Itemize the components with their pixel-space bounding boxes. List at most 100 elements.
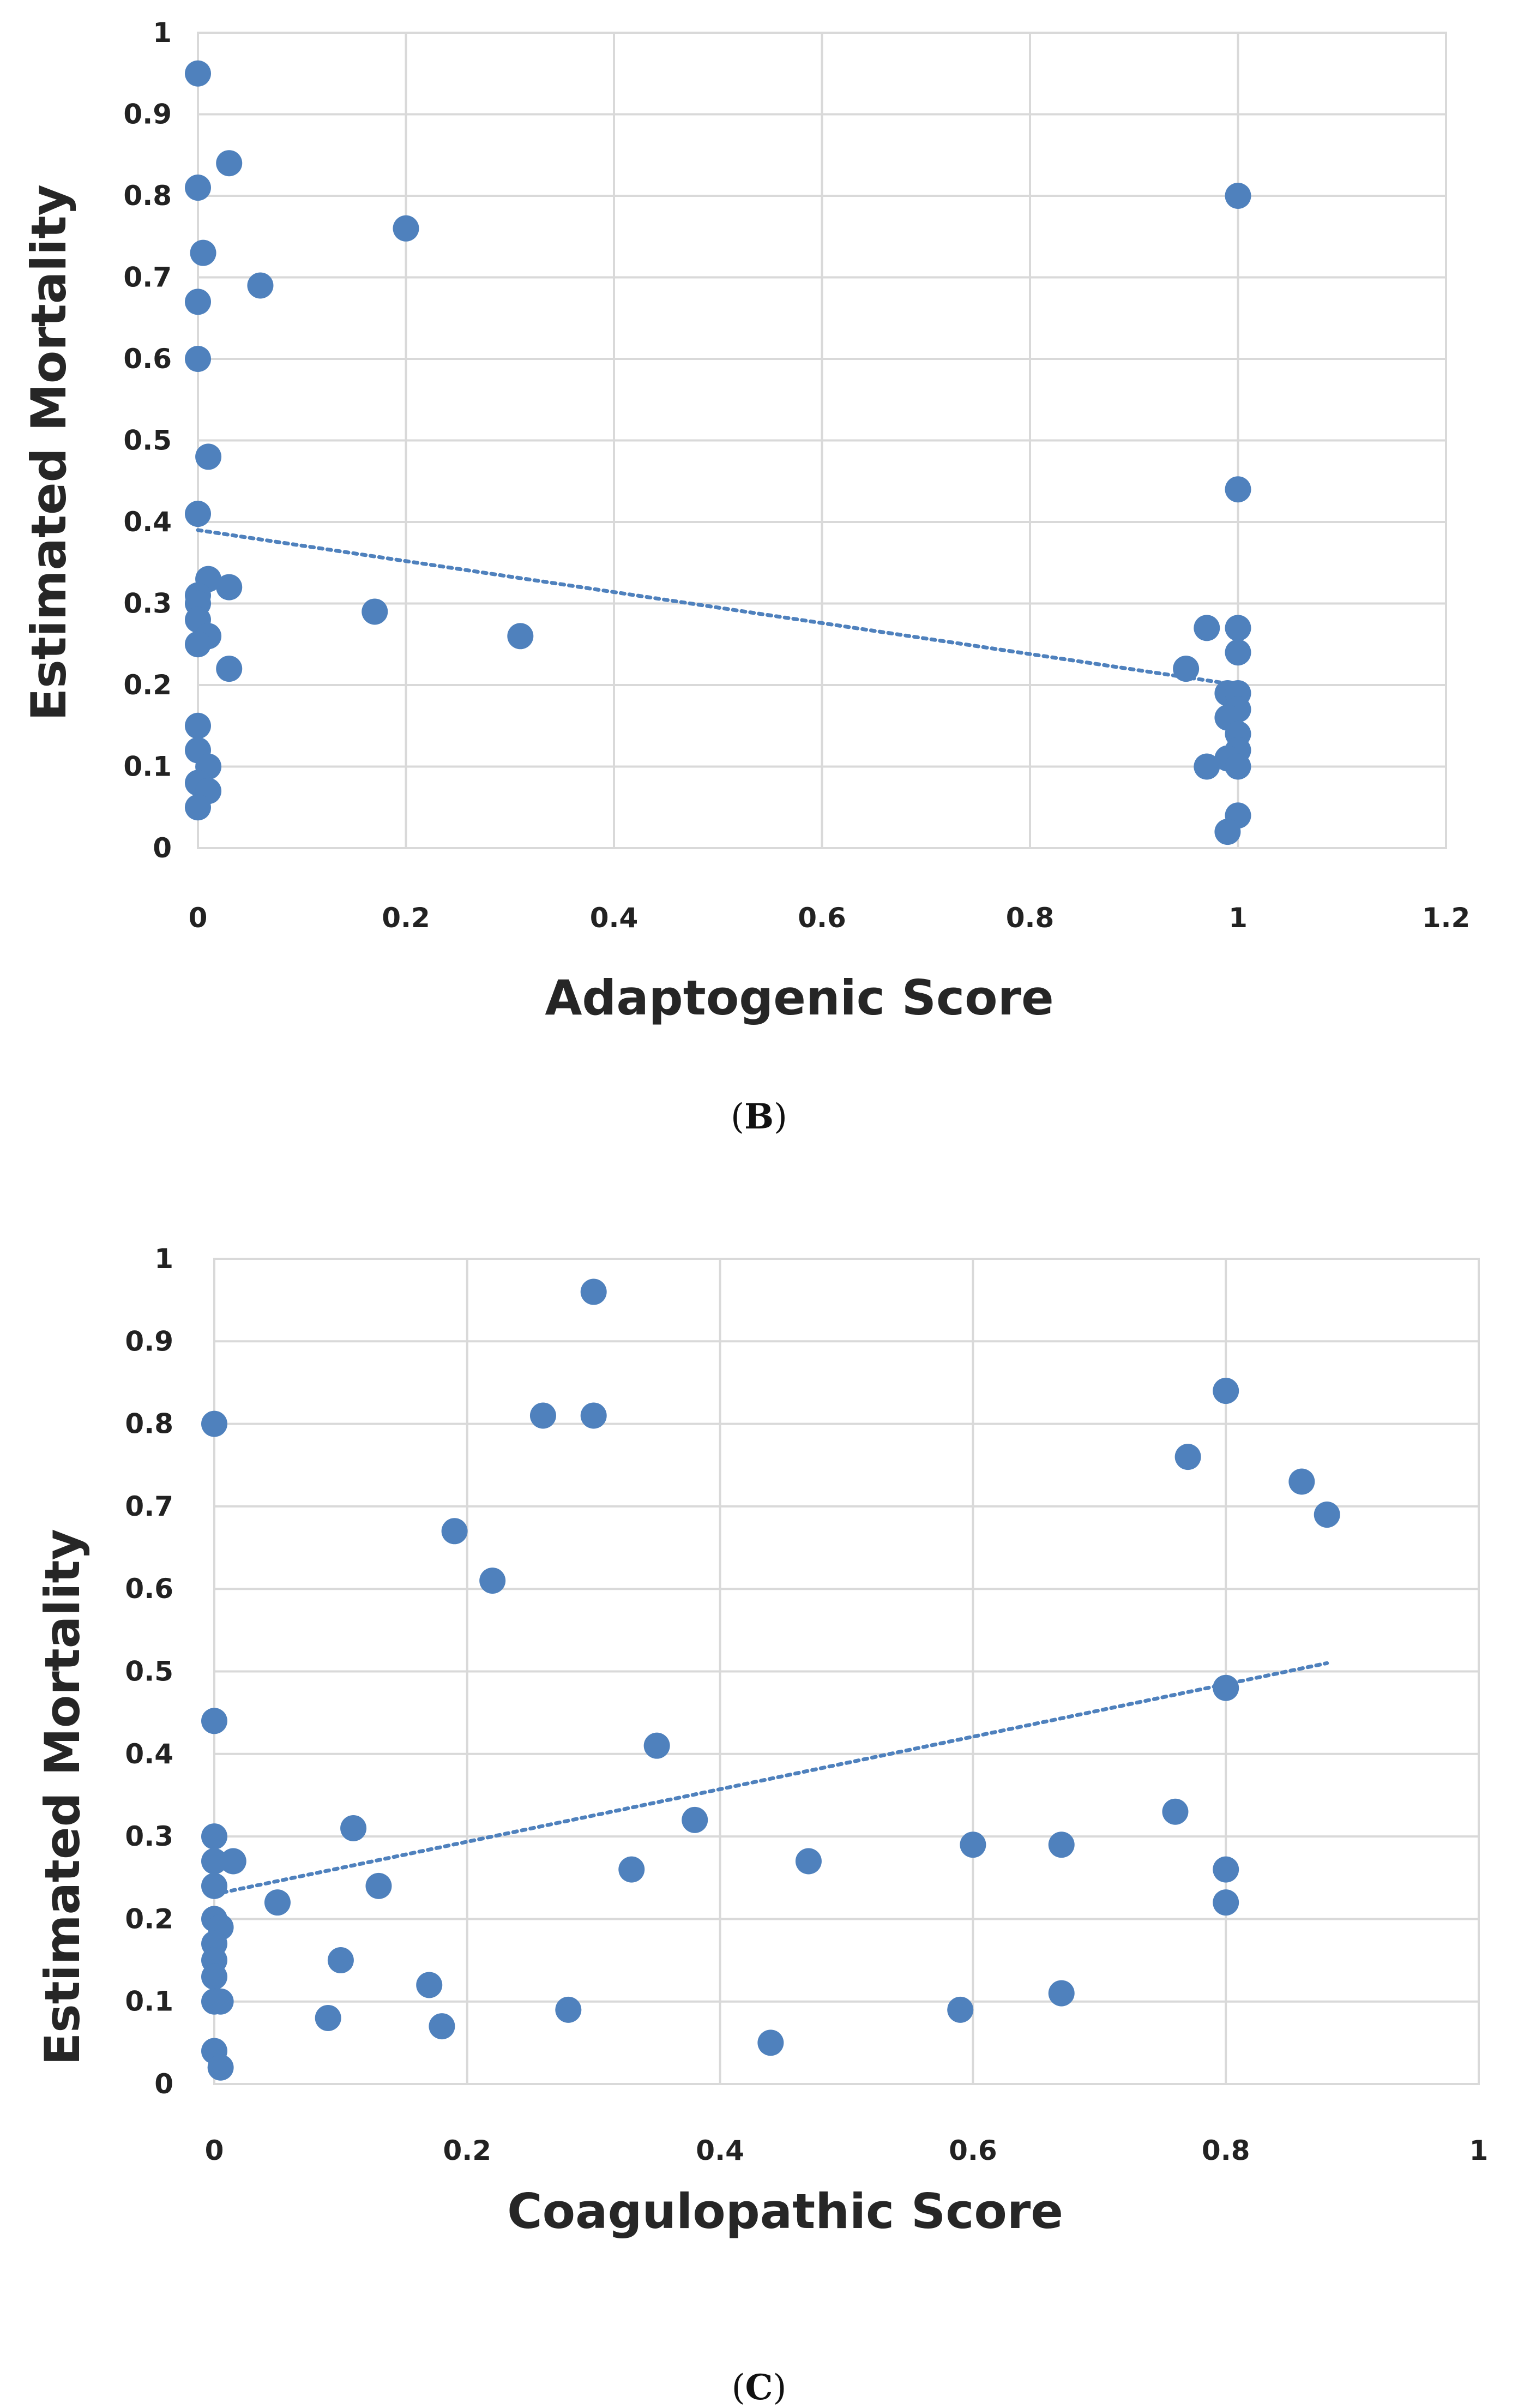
data-point [365,1872,392,1899]
data-point [362,598,388,625]
tick-labels: 0 0.1 0.2 0.3 0.4 0.5 0.6 0.7 0.8 0.9 1 0 0.2 0.4 0.6 0… [125,1243,1488,2166]
y-tick-label: 0.3 [123,588,172,620]
x-axis-title: Adaptogenic Score [545,970,1053,1026]
y-tick-label: 0 [153,832,172,864]
panel-label-c: (C) [731,2367,787,2408]
data-point [327,1947,354,1974]
x-tick-label: 0.8 [1202,2135,1250,2166]
data-point [185,501,211,527]
data-point [1194,615,1220,641]
x-tick-label: 1 [1469,2135,1489,2166]
data-point [1288,1468,1315,1495]
x-tick-label: 1.2 [1422,902,1471,934]
data-point [960,1831,986,1858]
data-point [1048,1831,1075,1858]
data-point [1213,1856,1239,1883]
y-tick-label: 0.6 [125,1573,173,1605]
data-point [1225,615,1251,641]
x-tick-label: 0 [205,2135,224,2166]
y-tick-label: 0.4 [123,506,172,538]
data-point [315,2004,341,2031]
data-point [185,289,211,315]
data-point [247,272,274,299]
data-point [1225,753,1251,780]
data-point [947,1996,974,2023]
data-point [216,150,243,177]
x-tick-label: 0 [189,902,208,934]
x-tick-label: 1 [1228,902,1248,934]
data-point [580,1278,607,1305]
data-point [429,2013,455,2040]
data-point [1174,1444,1201,1470]
y-tick-label: 0.2 [125,1903,173,1935]
data-point [393,215,419,242]
y-tick-label: 0.3 [125,1821,173,1852]
data-point [216,656,243,682]
panel-letter-c: C [745,2367,773,2408]
data-point [201,1872,227,1899]
y-tick-label: 0.6 [123,343,172,375]
data-point [185,346,211,372]
data-point [185,631,211,658]
data-point [529,1402,556,1429]
data-point [1213,1378,1239,1404]
data-point [207,2054,234,2081]
y-tick-label: 0.5 [123,425,172,457]
data-point [185,175,211,201]
data-point [618,1856,645,1883]
data-point [757,2029,784,2056]
y-tick-label: 0 [154,2068,173,2100]
y-tick-label: 0.9 [123,99,172,130]
data-points [201,1278,1340,2081]
y-tick-label: 0.8 [125,1408,173,1440]
figure-panel-c: 0 0.1 0.2 0.3 0.4 0.5 0.6 0.7 0.8 0.9 1 0 0.2 0.4 0.6 0… [0,1194,1518,2408]
data-point [1162,1798,1189,1825]
x-tick-label: 0.2 [443,2135,492,2166]
data-point [1214,819,1241,845]
y-tick-label: 1 [154,1243,173,1275]
data-point [416,1972,443,1998]
data-point [207,1988,234,2015]
data-point [220,1848,246,1875]
y-axis-title: Estimated Mortality [34,1529,91,2065]
data-point [201,1708,227,1734]
data-point [1194,753,1220,780]
trendline [212,1661,1329,1896]
x-tick-label: 0.4 [696,2135,744,2166]
data-point [479,1568,506,1594]
x-axis-title: Coagulopathic Score [507,2183,1063,2239]
y-tick-label: 0.1 [125,1986,173,2017]
data-points [185,60,1251,845]
x-tick-label: 0.2 [382,902,430,934]
x-tick-label: 0.8 [1006,902,1055,934]
data-point [555,1996,582,2023]
y-axis-title: Estimated Mortality [21,184,77,721]
y-tick-label: 0.8 [123,180,172,212]
figure-panel-b: 0 0.1 0.2 0.3 0.4 0.5 0.6 0.7 0.8 0.9 1 0 0.2 0.4 0.6 0… [0,0,1518,1194]
data-point [795,1848,822,1875]
y-tick-label: 0.2 [123,669,172,701]
trendline-layer [196,528,1240,687]
data-point [1225,639,1251,666]
data-point [201,1823,227,1850]
data-point [1173,656,1200,682]
scatter-chart-b: 0 0.1 0.2 0.3 0.4 0.5 0.6 0.7 0.8 0.9 1 0 0.2 0.4 0.6 0… [21,17,1471,1026]
data-point [1213,1889,1239,1916]
data-point [1225,476,1251,503]
panel-letter-b: B [744,1096,774,1137]
trendline [196,528,1240,687]
data-point [507,623,534,650]
panel-label-b: (B) [730,1096,788,1137]
gridlines [197,32,1447,849]
y-tick-label: 0.7 [123,262,172,293]
data-point [643,1732,670,1759]
y-tick-label: 0.1 [123,751,172,783]
data-point [264,1889,291,1916]
data-point [216,574,243,601]
y-tick-label: 0.4 [125,1738,173,1770]
data-point [190,239,216,266]
data-point [201,1848,227,1875]
data-point [1314,1502,1340,1528]
x-tick-label: 0.6 [949,2135,997,2166]
y-tick-label: 1 [153,17,172,49]
